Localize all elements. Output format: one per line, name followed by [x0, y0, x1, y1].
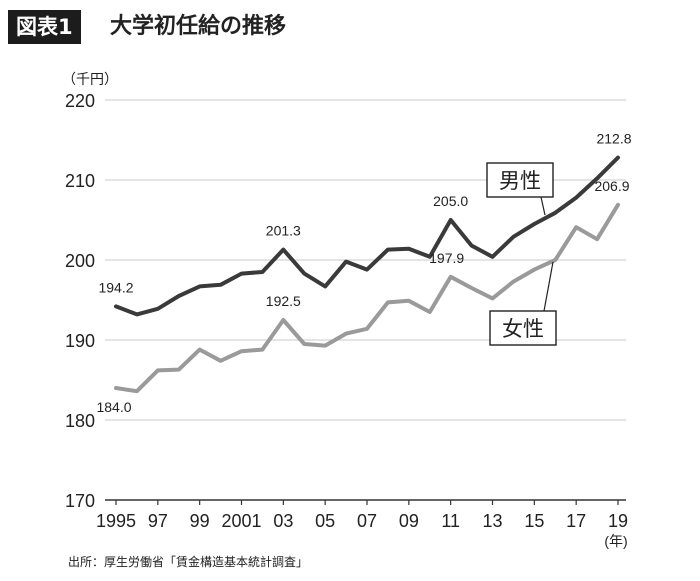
y-axis-unit-label: （千円）	[62, 71, 118, 87]
x-tick-label: 97	[148, 511, 168, 531]
female-salary-line	[114, 202, 620, 394]
y-tick-label: 170	[65, 491, 95, 511]
x-tick-label: 05	[315, 511, 335, 531]
y-tick-label: 190	[65, 331, 95, 351]
x-tick-label: 11	[441, 511, 460, 531]
legend-label-male: 男性	[499, 170, 541, 193]
callout-box	[489, 310, 557, 346]
male-salary-line	[114, 155, 620, 317]
x-tick-label: 09	[399, 511, 419, 531]
data-label: 205.0	[433, 193, 468, 209]
figure-number-label: 図表1	[8, 10, 81, 44]
callout-box	[486, 162, 554, 198]
data-label: 206.9	[594, 178, 629, 194]
y-axis-ticks: 170 180 190 200 210 220	[65, 91, 95, 511]
x-tick-label: 13	[482, 511, 502, 531]
data-label: 194.2	[98, 279, 133, 295]
x-tick-label: 17	[566, 511, 586, 531]
y-tick-label: 200	[65, 251, 95, 271]
x-axis-unit-label: (年)	[604, 533, 627, 549]
data-label: 192.5	[266, 293, 301, 309]
chart-title: 大学初任給の推移	[110, 14, 287, 39]
callout-leader-line	[540, 196, 546, 216]
grid-lines	[105, 99, 626, 501]
data-label: 197.9	[429, 250, 464, 266]
legend-label-female: 女性	[502, 318, 544, 341]
data-label: 184.0	[96, 399, 131, 415]
data-label: 212.8	[596, 131, 631, 147]
y-tick-label: 220	[65, 91, 95, 111]
x-tick-label: 99	[190, 511, 210, 531]
source-note: 出所：厚生労働省「賃金構造基本統計調査」	[68, 555, 309, 569]
x-tick-label: 03	[273, 511, 293, 531]
x-tick-label: 2001	[221, 511, 261, 531]
x-tick-label: 15	[524, 511, 544, 531]
x-tick-label: 19	[608, 511, 628, 531]
series-lines	[114, 155, 620, 394]
y-tick-label: 180	[65, 411, 95, 431]
x-tick-label: 07	[357, 511, 377, 531]
y-tick-label: 210	[65, 171, 95, 191]
x-tick-label: 1995	[96, 511, 136, 531]
x-axis-ticks: 1995 97 99 2001 03 05 07 09 11 13 15 17 19	[96, 500, 628, 531]
callout-leader-line	[543, 261, 554, 312]
data-labels: 194.2 201.3 205.0 212.8 184.0 192.5 197.9 206.9	[96, 131, 631, 415]
data-label: 201.3	[266, 223, 301, 239]
